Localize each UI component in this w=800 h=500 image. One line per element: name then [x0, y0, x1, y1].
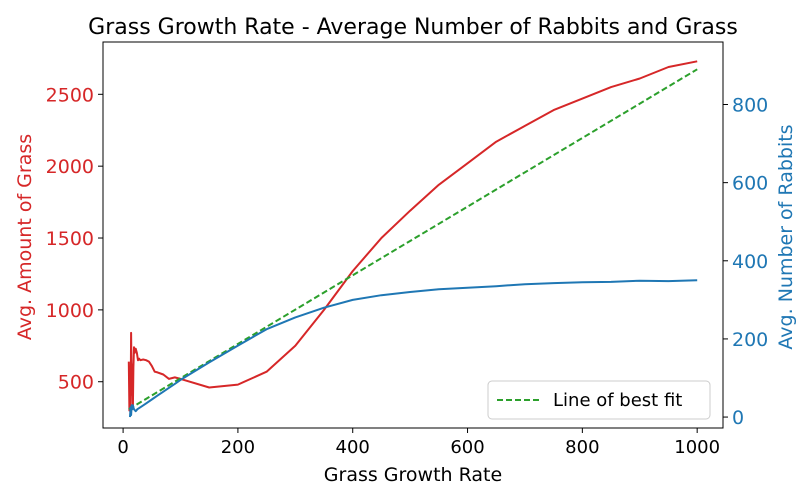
legend: Line of best fit — [487, 380, 711, 420]
left-tick-label: 500 — [58, 372, 94, 394]
x-tick-label: 200 — [221, 437, 255, 458]
right-axis: 0 200 400 600 800 — [723, 95, 768, 429]
chart-title: Grass Growth Rate - Average Number of Ra… — [88, 15, 738, 40]
series-line-rabbits — [129, 279, 698, 418]
left-tick-label: 1500 — [46, 228, 94, 250]
plot-area — [127, 60, 698, 418]
right-tick-label: 0 — [732, 407, 744, 429]
x-axis: 0 200 400 600 800 1000 — [117, 428, 720, 458]
series-line-grass — [127, 60, 698, 412]
right-axis-label: Avg. Number of Rabbits — [775, 124, 797, 349]
x-tick-label: 800 — [565, 437, 599, 458]
right-tick-label: 200 — [732, 329, 768, 351]
left-tick-label: 2500 — [46, 84, 94, 106]
right-tick-label: 400 — [732, 251, 768, 273]
x-tick-label: 600 — [450, 437, 484, 458]
x-tick-label: 400 — [336, 437, 370, 458]
left-axis-label: Avg. Amount of Grass — [14, 134, 36, 340]
x-tick-label: 0 — [117, 437, 128, 458]
left-tick-label: 2000 — [46, 156, 94, 178]
right-tick-label: 800 — [732, 95, 768, 117]
left-axis: 500 1000 1500 2000 2500 — [46, 84, 103, 394]
legend-box — [487, 380, 711, 420]
right-tick-label: 600 — [732, 173, 768, 195]
x-tick-label: 1000 — [674, 437, 720, 458]
legend-label: Line of best fit — [553, 390, 682, 411]
series-line-fit — [128, 68, 698, 411]
left-tick-label: 1000 — [46, 300, 94, 322]
x-axis-label: Grass Growth Rate — [324, 464, 502, 486]
plot-frame — [102, 41, 724, 429]
